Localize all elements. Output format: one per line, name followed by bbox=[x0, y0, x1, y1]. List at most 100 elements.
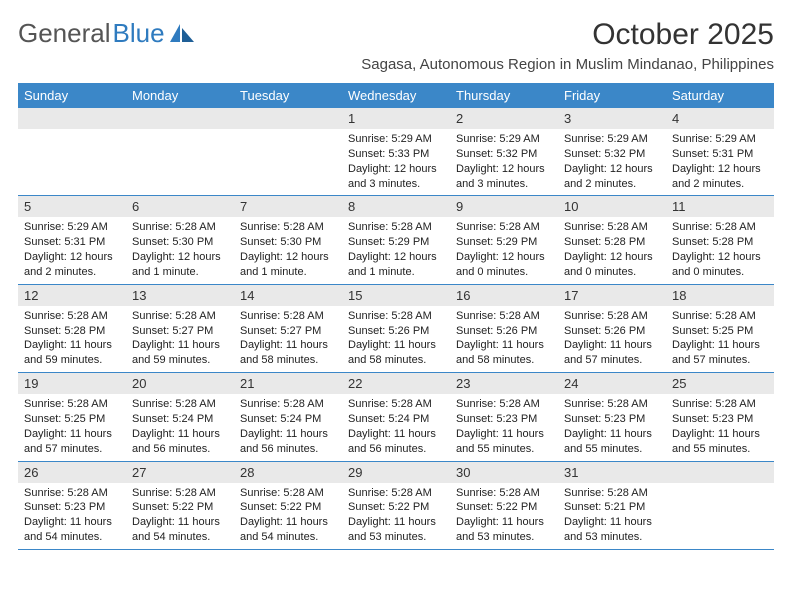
daylight-text: Daylight: 11 hours and 53 minutes. bbox=[564, 515, 660, 545]
day-number: 29 bbox=[342, 462, 450, 483]
daylight-text: Daylight: 11 hours and 58 minutes. bbox=[456, 338, 552, 368]
day-number: 27 bbox=[126, 462, 234, 483]
sunset-text: Sunset: 5:31 PM bbox=[24, 235, 120, 250]
daylight-text: Daylight: 11 hours and 54 minutes. bbox=[132, 515, 228, 545]
day-data: Sunrise: 5:28 AMSunset: 5:28 PMDaylight:… bbox=[18, 306, 126, 372]
sunset-text: Sunset: 5:23 PM bbox=[672, 412, 768, 427]
day-number: 7 bbox=[234, 196, 342, 217]
calendar-row: 26Sunrise: 5:28 AMSunset: 5:23 PMDayligh… bbox=[18, 461, 774, 549]
sunrise-text: Sunrise: 5:28 AM bbox=[348, 309, 444, 324]
day-number: 20 bbox=[126, 373, 234, 394]
sunrise-text: Sunrise: 5:28 AM bbox=[672, 309, 768, 324]
sunset-text: Sunset: 5:28 PM bbox=[24, 324, 120, 339]
header: GeneralBlue October 2025 Sagasa, Autonom… bbox=[18, 18, 774, 73]
day-data: Sunrise: 5:28 AMSunset: 5:24 PMDaylight:… bbox=[126, 394, 234, 460]
sunset-text: Sunset: 5:29 PM bbox=[456, 235, 552, 250]
calendar-cell: 5Sunrise: 5:29 AMSunset: 5:31 PMDaylight… bbox=[18, 196, 126, 284]
calendar-cell: 23Sunrise: 5:28 AMSunset: 5:23 PMDayligh… bbox=[450, 373, 558, 461]
calendar-cell: 7 Sunrise: 5:28 AMSunset: 5:30 PMDaylight… bbox=[234, 196, 342, 284]
day-data: Sunrise: 5:28 AMSunset: 5:23 PMDaylight:… bbox=[18, 483, 126, 549]
day-data bbox=[18, 129, 126, 140]
sunset-text: Sunset: 5:31 PM bbox=[672, 147, 768, 162]
sunrise-text: Sunrise: 5:28 AM bbox=[240, 309, 336, 324]
daylight-text: Daylight: 11 hours and 54 minutes. bbox=[24, 515, 120, 545]
sunrise-text: Sunrise: 5:28 AM bbox=[564, 220, 660, 235]
sunrise-text: Sunrise: 5:28 AM bbox=[564, 397, 660, 412]
sunrise-text: Sunrise: 5:28 AM bbox=[132, 397, 228, 412]
day-data: Sunrise: 5:28 AMSunset: 5:28 PMDaylight:… bbox=[666, 217, 774, 283]
sunrise-text: Sunrise: 5:28 AM bbox=[24, 309, 120, 324]
sunset-text: Sunset: 5:22 PM bbox=[348, 500, 444, 515]
daylight-text: Daylight: 11 hours and 57 minutes. bbox=[672, 338, 768, 368]
calendar-cell: 11Sunrise: 5:28 AMSunset: 5:28 PMDayligh… bbox=[666, 196, 774, 284]
sunset-text: Sunset: 5:23 PM bbox=[564, 412, 660, 427]
calendar-cell: 10Sunrise: 5:28 AMSunset: 5:28 PMDayligh… bbox=[558, 196, 666, 284]
weekday-header-row: Sunday Monday Tuesday Wednesday Thursday… bbox=[18, 83, 774, 108]
month-title: October 2025 bbox=[361, 18, 774, 52]
sunrise-text: Sunrise: 5:28 AM bbox=[456, 397, 552, 412]
calendar-cell bbox=[126, 108, 234, 196]
sunset-text: Sunset: 5:22 PM bbox=[240, 500, 336, 515]
day-data: Sunrise: 5:29 AMSunset: 5:33 PMDaylight:… bbox=[342, 129, 450, 195]
day-number: 24 bbox=[558, 373, 666, 394]
day-number: 5 bbox=[18, 196, 126, 217]
daylight-text: Daylight: 12 hours and 1 minute. bbox=[240, 250, 336, 280]
sunset-text: Sunset: 5:30 PM bbox=[240, 235, 336, 250]
calendar-cell: 18Sunrise: 5:28 AMSunset: 5:25 PMDayligh… bbox=[666, 284, 774, 372]
daylight-text: Daylight: 12 hours and 1 minute. bbox=[132, 250, 228, 280]
day-data: Sunrise: 5:28 AMSunset: 5:26 PMDaylight:… bbox=[450, 306, 558, 372]
daylight-text: Daylight: 11 hours and 57 minutes. bbox=[564, 338, 660, 368]
sunset-text: Sunset: 5:24 PM bbox=[132, 412, 228, 427]
sunrise-text: Sunrise: 5:28 AM bbox=[240, 486, 336, 501]
sunset-text: Sunset: 5:25 PM bbox=[672, 324, 768, 339]
daylight-text: Daylight: 12 hours and 3 minutes. bbox=[348, 162, 444, 192]
calendar-cell: 2Sunrise: 5:29 AMSunset: 5:32 PMDaylight… bbox=[450, 108, 558, 196]
sunrise-text: Sunrise: 5:28 AM bbox=[240, 220, 336, 235]
weekday-header: Saturday bbox=[666, 83, 774, 108]
sunrise-text: Sunrise: 5:28 AM bbox=[564, 486, 660, 501]
sunset-text: Sunset: 5:23 PM bbox=[24, 500, 120, 515]
day-number: 11 bbox=[666, 196, 774, 217]
day-number: 31 bbox=[558, 462, 666, 483]
weekday-header: Wednesday bbox=[342, 83, 450, 108]
day-data: Sunrise: 5:29 AMSunset: 5:31 PMDaylight:… bbox=[666, 129, 774, 195]
sunrise-text: Sunrise: 5:28 AM bbox=[456, 220, 552, 235]
sunrise-text: Sunrise: 5:28 AM bbox=[24, 397, 120, 412]
daylight-text: Daylight: 11 hours and 59 minutes. bbox=[132, 338, 228, 368]
calendar-cell: 30Sunrise: 5:28 AMSunset: 5:22 PMDayligh… bbox=[450, 461, 558, 549]
sunset-text: Sunset: 5:27 PM bbox=[240, 324, 336, 339]
sunset-text: Sunset: 5:27 PM bbox=[132, 324, 228, 339]
day-number: 13 bbox=[126, 285, 234, 306]
day-number: 19 bbox=[18, 373, 126, 394]
sunrise-text: Sunrise: 5:28 AM bbox=[132, 486, 228, 501]
calendar-cell bbox=[18, 108, 126, 196]
weekday-header: Sunday bbox=[18, 83, 126, 108]
day-number: 9 bbox=[450, 196, 558, 217]
day-data: Sunrise: 5:28 AMSunset: 5:29 PMDaylight:… bbox=[450, 217, 558, 283]
sunrise-text: Sunrise: 5:28 AM bbox=[24, 486, 120, 501]
calendar-row: 12Sunrise: 5:28 AMSunset: 5:28 PMDayligh… bbox=[18, 284, 774, 372]
daylight-text: Daylight: 11 hours and 55 minutes. bbox=[564, 427, 660, 457]
calendar-cell: 6Sunrise: 5:28 AMSunset: 5:30 PMDaylight… bbox=[126, 196, 234, 284]
sunrise-text: Sunrise: 5:28 AM bbox=[456, 309, 552, 324]
day-number bbox=[18, 108, 126, 129]
day-number: 1 bbox=[342, 108, 450, 129]
daylight-text: Daylight: 12 hours and 2 minutes. bbox=[24, 250, 120, 280]
calendar-row: 1Sunrise: 5:29 AMSunset: 5:33 PMDaylight… bbox=[18, 108, 774, 196]
day-data: Sunrise: 5:29 AMSunset: 5:32 PMDaylight:… bbox=[558, 129, 666, 195]
day-number: 10 bbox=[558, 196, 666, 217]
daylight-text: Daylight: 11 hours and 58 minutes. bbox=[348, 338, 444, 368]
calendar-cell: 21Sunrise: 5:28 AMSunset: 5:24 PMDayligh… bbox=[234, 373, 342, 461]
sunset-text: Sunset: 5:26 PM bbox=[564, 324, 660, 339]
sunset-text: Sunset: 5:24 PM bbox=[240, 412, 336, 427]
day-data: Sunrise: 5:28 AMSunset: 5:29 PMDaylight:… bbox=[342, 217, 450, 283]
sunrise-text: Sunrise: 5:28 AM bbox=[564, 309, 660, 324]
daylight-text: Daylight: 11 hours and 59 minutes. bbox=[24, 338, 120, 368]
day-data: Sunrise: 5:28 AMSunset: 5:23 PMDaylight:… bbox=[666, 394, 774, 460]
calendar-row: 5Sunrise: 5:29 AMSunset: 5:31 PMDaylight… bbox=[18, 196, 774, 284]
sunrise-text: Sunrise: 5:28 AM bbox=[456, 486, 552, 501]
day-number bbox=[234, 108, 342, 129]
day-data: Sunrise: 5:28 AMSunset: 5:30 PMDaylight:… bbox=[126, 217, 234, 283]
daylight-text: Daylight: 12 hours and 3 minutes. bbox=[456, 162, 552, 192]
daylight-text: Daylight: 12 hours and 0 minutes. bbox=[456, 250, 552, 280]
